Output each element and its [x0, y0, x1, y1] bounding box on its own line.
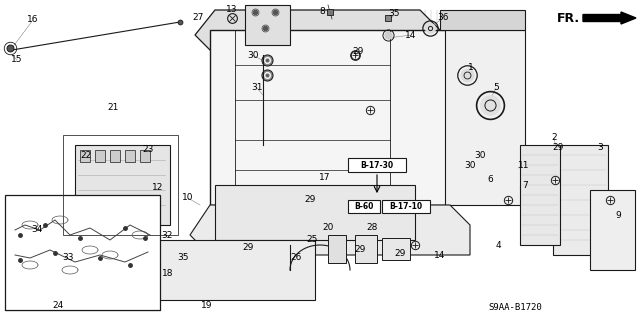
Text: 14: 14 — [405, 31, 417, 40]
Text: 24: 24 — [52, 300, 63, 309]
Text: 5: 5 — [493, 84, 499, 93]
Bar — [328, 235, 346, 263]
Text: 26: 26 — [291, 254, 301, 263]
Bar — [355, 235, 377, 263]
Bar — [245, 5, 290, 45]
Text: 29: 29 — [552, 144, 564, 152]
Text: 32: 32 — [161, 231, 173, 240]
Bar — [445, 30, 525, 205]
Text: 29: 29 — [243, 243, 253, 253]
Text: 8: 8 — [319, 8, 325, 17]
Text: 23: 23 — [142, 145, 154, 154]
Text: 30: 30 — [474, 151, 486, 160]
Text: 27: 27 — [192, 13, 204, 23]
Text: 36: 36 — [437, 13, 449, 23]
Text: 20: 20 — [323, 224, 333, 233]
Text: 19: 19 — [201, 300, 212, 309]
Text: 14: 14 — [435, 250, 445, 259]
Bar — [520, 145, 560, 245]
Text: 35: 35 — [177, 254, 189, 263]
Bar — [63, 135, 178, 235]
Text: 15: 15 — [12, 56, 23, 64]
Text: 29: 29 — [355, 246, 365, 255]
Text: 17: 17 — [319, 174, 331, 182]
Text: 31: 31 — [252, 84, 263, 93]
Text: 9: 9 — [615, 211, 621, 219]
Text: B-17-30: B-17-30 — [360, 160, 394, 169]
Bar — [210, 30, 450, 205]
Text: 10: 10 — [182, 194, 194, 203]
Text: 30: 30 — [247, 50, 259, 60]
Text: S9AA-B1720: S9AA-B1720 — [488, 303, 541, 313]
Text: 28: 28 — [366, 224, 378, 233]
Bar — [140, 240, 315, 300]
Bar — [382, 200, 430, 213]
Text: 30: 30 — [464, 160, 476, 169]
Text: B-17-10: B-17-10 — [389, 202, 422, 211]
Bar — [215, 185, 415, 240]
Bar — [348, 200, 380, 213]
Text: 6: 6 — [487, 175, 493, 184]
Bar — [110, 150, 120, 162]
Polygon shape — [440, 10, 525, 30]
Text: 2: 2 — [551, 133, 557, 143]
Bar — [590, 190, 635, 270]
Bar — [5, 195, 160, 310]
Text: 25: 25 — [307, 235, 317, 244]
Text: 29: 29 — [352, 48, 364, 56]
Bar — [382, 238, 410, 260]
Polygon shape — [190, 205, 470, 255]
Polygon shape — [195, 10, 440, 55]
Text: 21: 21 — [108, 103, 118, 113]
Text: 34: 34 — [31, 226, 43, 234]
Text: 22: 22 — [81, 151, 92, 160]
Text: FR.: FR. — [557, 11, 580, 25]
Text: 18: 18 — [163, 269, 173, 278]
Text: 29: 29 — [304, 196, 316, 204]
Text: 3: 3 — [597, 144, 603, 152]
FancyArrow shape — [583, 12, 636, 24]
Bar — [140, 150, 150, 162]
Bar — [553, 145, 608, 255]
Bar — [125, 150, 135, 162]
Text: 1: 1 — [468, 63, 474, 72]
Bar — [80, 150, 90, 162]
Text: B-60: B-60 — [355, 202, 374, 211]
Text: 33: 33 — [62, 254, 74, 263]
Bar — [75, 145, 170, 225]
Bar — [348, 158, 406, 172]
Text: 13: 13 — [227, 5, 237, 14]
Text: 11: 11 — [518, 160, 530, 169]
Bar — [95, 150, 105, 162]
Text: 12: 12 — [152, 183, 164, 192]
Text: 35: 35 — [388, 10, 400, 19]
Text: 7: 7 — [522, 181, 528, 189]
Text: 16: 16 — [28, 16, 39, 25]
Text: 4: 4 — [495, 241, 501, 249]
Text: 29: 29 — [394, 249, 406, 257]
